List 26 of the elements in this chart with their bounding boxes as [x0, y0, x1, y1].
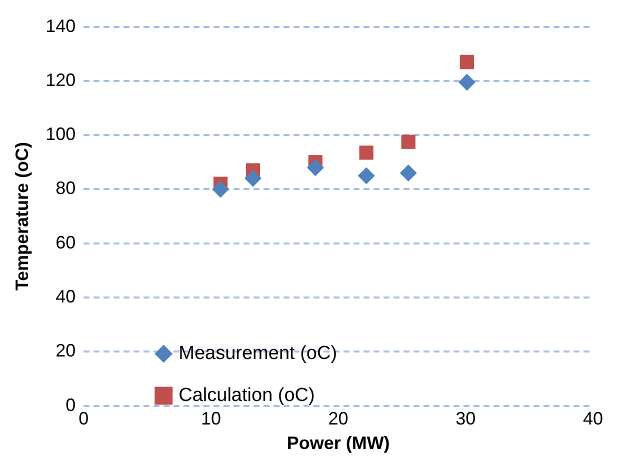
point — [359, 146, 374, 160]
x-tick-label: 0 — [78, 408, 89, 429]
point — [212, 180, 230, 198]
y-tick-label: 60 — [56, 232, 76, 252]
y-tick-label: 0 — [66, 394, 76, 415]
point — [306, 159, 324, 176]
x-tick-label: 40 — [582, 408, 604, 429]
y-tick-label: 20 — [56, 340, 76, 361]
x-tick-label: 20 — [328, 408, 348, 429]
point — [401, 134, 416, 149]
y-tick-label: 100 — [46, 124, 76, 144]
y-axis-title: Temperature (oC) — [12, 142, 32, 291]
y-tick-label: 140 — [46, 16, 76, 36]
y-tick-label: 120 — [46, 70, 76, 90]
y-tick-label: 40 — [56, 286, 76, 306]
x-tick-label: 30 — [456, 408, 476, 429]
x-tick-label: 10 — [200, 408, 221, 429]
legend-label: Measurement (oC) — [178, 343, 338, 364]
y-tick-label: 80 — [56, 178, 76, 198]
point — [458, 74, 476, 91]
point — [244, 170, 262, 187]
legend-label: Calculation (oC) — [178, 385, 315, 406]
point — [460, 54, 474, 70]
x-axis-title: Power (MW) — [286, 433, 390, 454]
point — [358, 167, 375, 184]
point — [400, 164, 417, 182]
